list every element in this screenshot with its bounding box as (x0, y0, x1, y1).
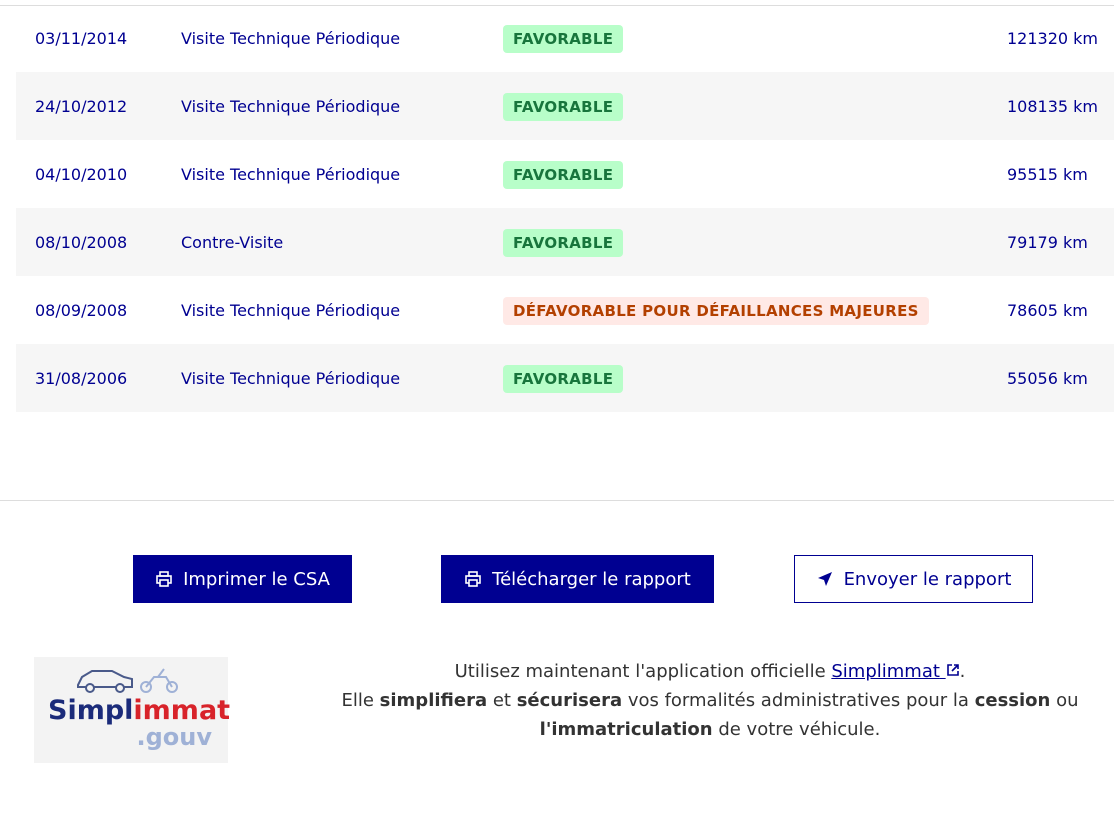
mileage: 121320 km (1007, 28, 1099, 48)
mileage: 108135 km (1007, 96, 1099, 116)
divider (0, 5, 1114, 6)
inspection-date: 31/08/2006 (35, 368, 128, 388)
send-report-label: Envoyer le rapport (843, 568, 1012, 590)
car-motorbike-icon (77, 668, 178, 693)
mileage: 78605 km (1007, 300, 1088, 320)
download-report-label: Télécharger le rapport (492, 568, 691, 590)
inspection-date: 08/10/2008 (35, 232, 128, 252)
inspection-type: Visite Technique Périodique (181, 96, 401, 116)
print-csa-label: Imprimer le CSA (183, 568, 330, 590)
external-link-icon (946, 664, 959, 676)
logo-suffix: .gouv (136, 723, 212, 751)
status-badge: FAVORABLE (503, 364, 624, 393)
table-row: 31/08/2006 Visite Technique Périodique F… (16, 344, 1114, 412)
download-report-button[interactable]: Télécharger le rapport (441, 555, 714, 603)
mileage: 79179 km (1007, 232, 1088, 252)
logo-wordmark: Simplimmat (48, 695, 231, 726)
send-report-button[interactable]: Envoyer le rapport (794, 555, 1033, 603)
inspection-type: Visite Technique Périodique (181, 28, 401, 48)
printer-icon (156, 571, 172, 587)
simplimmat-info: Utilisez maintenant l'application offici… (341, 661, 1079, 740)
table-row: 24/10/2012 Visite Technique Périodique F… (16, 72, 1114, 140)
inspection-type: Visite Technique Périodique (181, 300, 401, 320)
simplimmat-logo: Simplimmat .gouv (34, 657, 231, 763)
status-badge: DÉFAVORABLE POUR DÉFAILLANCES MAJEURES (503, 296, 929, 325)
inspection-date: 04/10/2010 (35, 164, 128, 184)
inspection-type: Visite Technique Périodique (181, 368, 401, 388)
status-badge: FAVORABLE (503, 160, 624, 189)
table-row: 08/09/2008 Visite Technique Périodique D… (16, 276, 1114, 344)
inspection-date: 08/09/2008 (35, 300, 128, 320)
status-badge: FAVORABLE (503, 228, 624, 257)
divider (0, 500, 1114, 501)
inspection-date: 03/11/2014 (35, 28, 128, 48)
table-row: 03/11/2014 Visite Technique Périodique F… (16, 4, 1114, 72)
print-csa-button[interactable]: Imprimer le CSA (133, 555, 352, 603)
mileage: 55056 km (1007, 368, 1088, 388)
mileage: 95515 km (1007, 164, 1088, 184)
printer-icon (465, 571, 481, 587)
table-row: 04/10/2010 Visite Technique Périodique F… (16, 140, 1114, 208)
table-row: 08/10/2008 Contre-Visite FAVORABLE 79179… (16, 208, 1114, 276)
inspection-type: Contre-Visite (181, 232, 284, 252)
inspection-table: 03/11/2014 Visite Technique Périodique F… (16, 4, 1114, 412)
inspection-date: 24/10/2012 (35, 96, 128, 116)
inspection-type: Visite Technique Périodique (181, 164, 401, 184)
simplimmat-link[interactable]: Simplimmat (831, 661, 959, 682)
status-badge: FAVORABLE (503, 92, 624, 121)
send-icon (817, 572, 832, 586)
status-badge: FAVORABLE (503, 24, 624, 53)
